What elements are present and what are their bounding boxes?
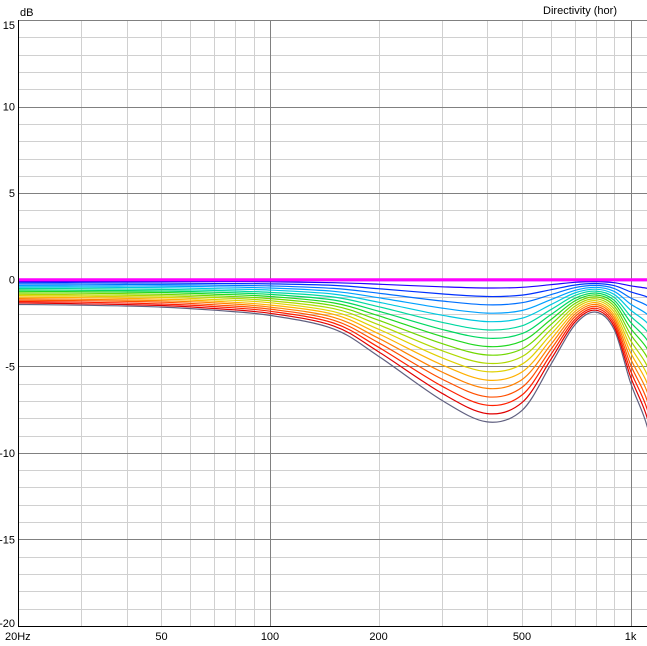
- y-tick-label: -15: [0, 534, 15, 546]
- series-line: [18, 290, 647, 350]
- y-tick-label: -10: [0, 448, 15, 460]
- y-tick-label: -20: [0, 618, 15, 630]
- y-tick-labels: 15 10 5 0 -5 -10 -15 -20: [0, 20, 15, 630]
- y-tick-label: -5: [5, 361, 15, 373]
- series-line: [18, 283, 647, 307]
- series-line: [18, 299, 647, 402]
- series-line: [18, 287, 647, 333]
- series-line: [18, 289, 647, 341]
- series-line: [18, 296, 647, 385]
- series-group: [18, 278, 647, 429]
- major-grid: [18, 20, 647, 627]
- series-line: [18, 302, 647, 420]
- x-tick-label: 1k: [625, 631, 637, 643]
- series-line: [18, 292, 647, 359]
- series-line: [18, 280, 647, 289]
- x-tick-label: 200: [369, 631, 387, 643]
- y-tick-label: 0: [9, 275, 15, 287]
- y-tick-label: 15: [3, 20, 15, 32]
- series-line: [18, 300, 647, 411]
- y-tick-label: 10: [3, 102, 15, 114]
- y-tick-label: 5: [9, 188, 15, 200]
- series-line: [18, 293, 647, 368]
- x-tick-label: 20Hz: [5, 631, 31, 643]
- series-line: [18, 298, 647, 394]
- series-line: [18, 282, 647, 298]
- series-line: [18, 286, 647, 324]
- x-tick-labels: 20Hz 50 100 200 500 1k: [5, 631, 637, 643]
- series-line: [18, 303, 647, 429]
- y-axis-label: dB: [20, 7, 33, 19]
- x-tick-label: 50: [155, 631, 167, 643]
- x-tick-label: 100: [261, 631, 279, 643]
- x-tick-label: 500: [513, 631, 531, 643]
- series-line: [18, 285, 647, 315]
- series-line: [18, 295, 647, 376]
- chart-title: Directivity (hor): [543, 5, 617, 17]
